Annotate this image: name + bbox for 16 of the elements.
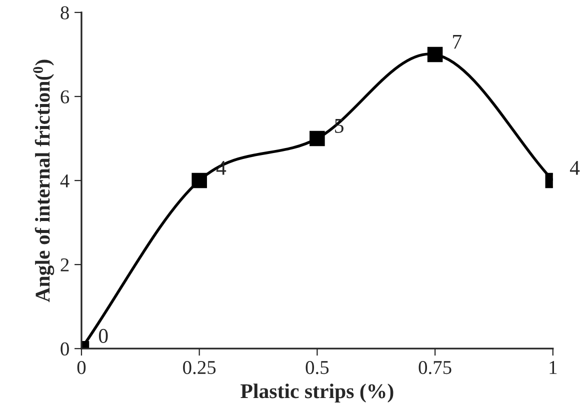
data-label: 7	[453, 35, 462, 49]
data-label: 0	[98, 328, 108, 343]
x-tick-label: 1	[550, 361, 557, 374]
y-tick-label: 2	[60, 258, 69, 272]
x-tick-label: 0.75	[418, 360, 452, 374]
y-tick-label: 8	[60, 6, 69, 20]
y-tick-label: 6	[60, 90, 70, 104]
y-tick-label: 0	[60, 342, 69, 356]
x-axis-title: Plastic strips (%)	[240, 384, 394, 402]
data-label: 4	[570, 160, 580, 175]
x-tick-label: 0.25	[183, 360, 216, 374]
point	[310, 130, 325, 146]
x-tick-label: 0.5	[306, 360, 329, 374]
x-tick-label: 0	[77, 360, 86, 374]
y-axis-title: Angle of internal friction($^{0}$)	[33, 60, 54, 302]
y-tick-label: 4	[60, 174, 70, 188]
